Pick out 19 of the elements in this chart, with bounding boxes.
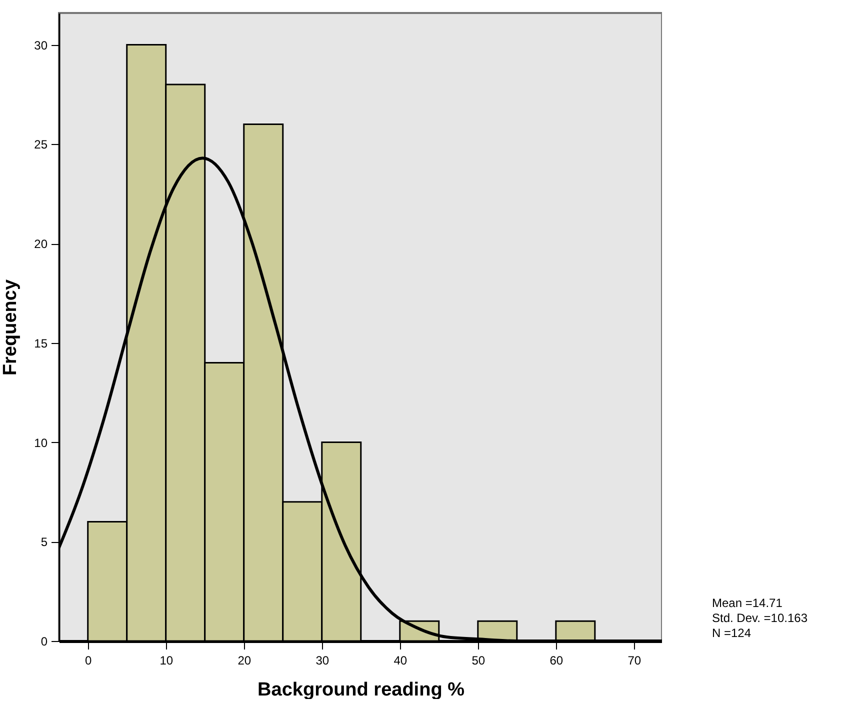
y-tick-label: 30 xyxy=(34,38,48,52)
x-tick-label: 70 xyxy=(628,654,642,668)
y-tick-label: 0 xyxy=(40,634,48,648)
text: Std. Dev. =10.163 xyxy=(712,611,808,626)
y-tick-label: 20 xyxy=(34,237,48,252)
y-tick-label: 5 xyxy=(40,535,48,550)
text: Mean =14.71 xyxy=(712,596,784,611)
y-tick-label: 10 xyxy=(34,436,48,450)
y-axis-title: Frequency xyxy=(0,279,22,376)
x-tick-label: 0 xyxy=(85,654,92,668)
x-tick-label: 40 xyxy=(394,654,408,668)
y-tick-label: 25 xyxy=(34,138,48,152)
y-tick-label: 15 xyxy=(34,336,48,350)
x-tick-label: 50 xyxy=(472,654,486,668)
x-tick-label: 60 xyxy=(550,654,564,668)
x-tick-label: 10 xyxy=(160,654,174,668)
text: N =124 xyxy=(712,626,752,641)
x-tick-label: 30 xyxy=(316,654,330,668)
x-tick-label: 20 xyxy=(238,654,252,668)
